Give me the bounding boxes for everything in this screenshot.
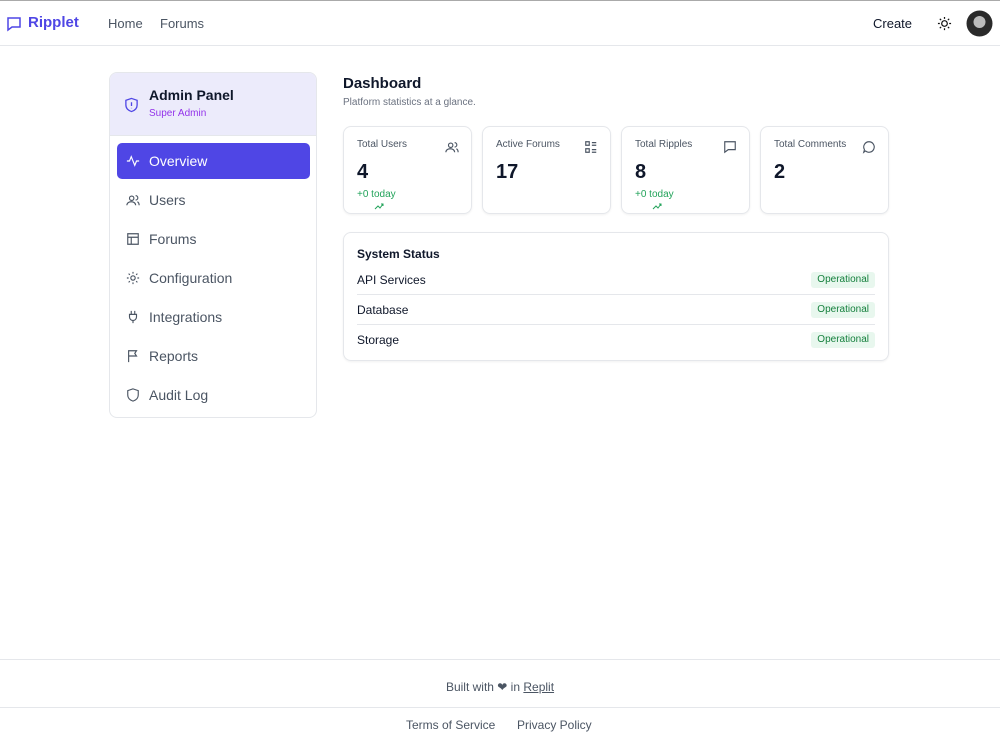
theme-toggle[interactable]	[937, 16, 952, 31]
footer-divider	[0, 659, 1000, 660]
nav-label: Configuration	[149, 270, 233, 286]
footer-link[interactable]: Terms of Service	[406, 718, 496, 732]
status-row: Database Operational	[357, 295, 875, 325]
stat-label: Total Ripples	[635, 139, 693, 150]
icon	[127, 233, 139, 245]
icon	[126, 271, 140, 285]
change-text: +0 today	[357, 189, 396, 200]
credit-text: Built with ❤ in	[445, 680, 521, 694]
stat-card: Total Ripples 8 +0 today	[621, 126, 750, 214]
nav-label: Users	[149, 192, 186, 208]
stat-label: Active Forums	[496, 139, 560, 150]
nav-label: Reports	[149, 348, 199, 364]
stat-change: +0 today	[635, 189, 674, 210]
top-bar: Ripplet Home Forums Create	[0, 0, 1000, 46]
nav-item[interactable]: Users	[117, 182, 310, 218]
nav-label: Forums	[149, 231, 197, 247]
nav-item[interactable]: Overview	[117, 143, 310, 179]
nav-item[interactable]: Configuration	[117, 260, 310, 296]
trend-icon	[374, 203, 384, 210]
icon	[126, 195, 140, 206]
page-subtitle: Platform statistics at a glance.	[343, 97, 476, 108]
nav-item[interactable]: Audit Log	[117, 377, 310, 413]
avatar[interactable]	[966, 10, 993, 37]
nav-item[interactable]: Forums	[117, 221, 310, 257]
brand-icon	[7, 17, 21, 32]
trend-icon	[652, 203, 662, 210]
stat-value: 2	[774, 161, 786, 183]
page-title: Dashboard	[343, 75, 422, 92]
status-row: API Services Operational	[357, 265, 875, 295]
brand[interactable]: Ripplet	[28, 14, 79, 31]
icon	[585, 141, 597, 153]
stat-card: Total Users 4 +0 today	[343, 126, 472, 214]
service-name: Database	[357, 303, 409, 317]
nav-label: Integrations	[149, 309, 223, 325]
shield-icon	[125, 97, 138, 113]
stat-value: 4	[357, 161, 369, 183]
status-card: System Status API Services Operational Dat…	[343, 232, 889, 361]
service-name: Storage	[357, 333, 400, 347]
icon	[724, 141, 736, 154]
nav-label: Audit Log	[149, 387, 209, 403]
stat-value: 8	[635, 161, 647, 183]
stat-change: +0 today	[357, 189, 396, 210]
icon	[862, 141, 875, 154]
footer-link[interactable]: Privacy Policy	[517, 718, 592, 732]
status-badge: Operational	[811, 272, 875, 288]
stat-label: Total Comments	[774, 139, 847, 150]
stat-label: Total Users	[357, 139, 408, 150]
create-button[interactable]: Create	[873, 16, 913, 31]
footer-credit: Built with ❤ in Replit	[0, 680, 1000, 694]
service-name: API Services	[357, 273, 426, 287]
nav-item[interactable]: Reports	[117, 338, 310, 374]
role: Super Admin	[149, 108, 207, 119]
nav-link[interactable]: Home	[108, 16, 143, 31]
icon	[127, 388, 139, 402]
stat-value: 17	[496, 161, 519, 183]
sidebar-header: Admin Panel Super Admin	[110, 73, 316, 136]
sidebar: Admin Panel Super Admin Overview Users For…	[109, 72, 317, 418]
sidebar-title: Admin Panel	[149, 87, 234, 103]
nav-item[interactable]: Integrations	[117, 299, 310, 335]
stat-card: Total Comments 2	[760, 126, 889, 214]
change-text: +0 today	[635, 189, 674, 200]
status-badge: Operational	[811, 302, 875, 318]
nav-link[interactable]: Forums	[160, 16, 205, 31]
status-badge: Operational	[811, 332, 875, 348]
footer-divider	[0, 707, 1000, 708]
credit-link[interactable]: Replit	[523, 680, 555, 694]
icon	[445, 142, 459, 153]
status-row: Storage Operational	[357, 325, 875, 355]
nav-label: Overview	[149, 153, 208, 169]
icon	[126, 155, 140, 167]
stat-card: Active Forums 17	[482, 126, 611, 214]
icon	[128, 310, 138, 324]
status-title: System Status	[357, 247, 440, 261]
icon	[128, 350, 138, 363]
